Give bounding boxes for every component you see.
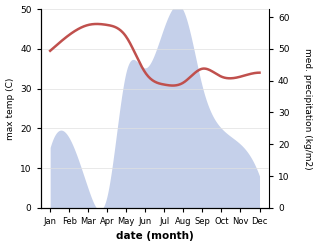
Y-axis label: med. precipitation (kg/m2): med. precipitation (kg/m2) [303, 48, 313, 169]
Y-axis label: max temp (C): max temp (C) [5, 77, 15, 140]
X-axis label: date (month): date (month) [116, 231, 194, 242]
